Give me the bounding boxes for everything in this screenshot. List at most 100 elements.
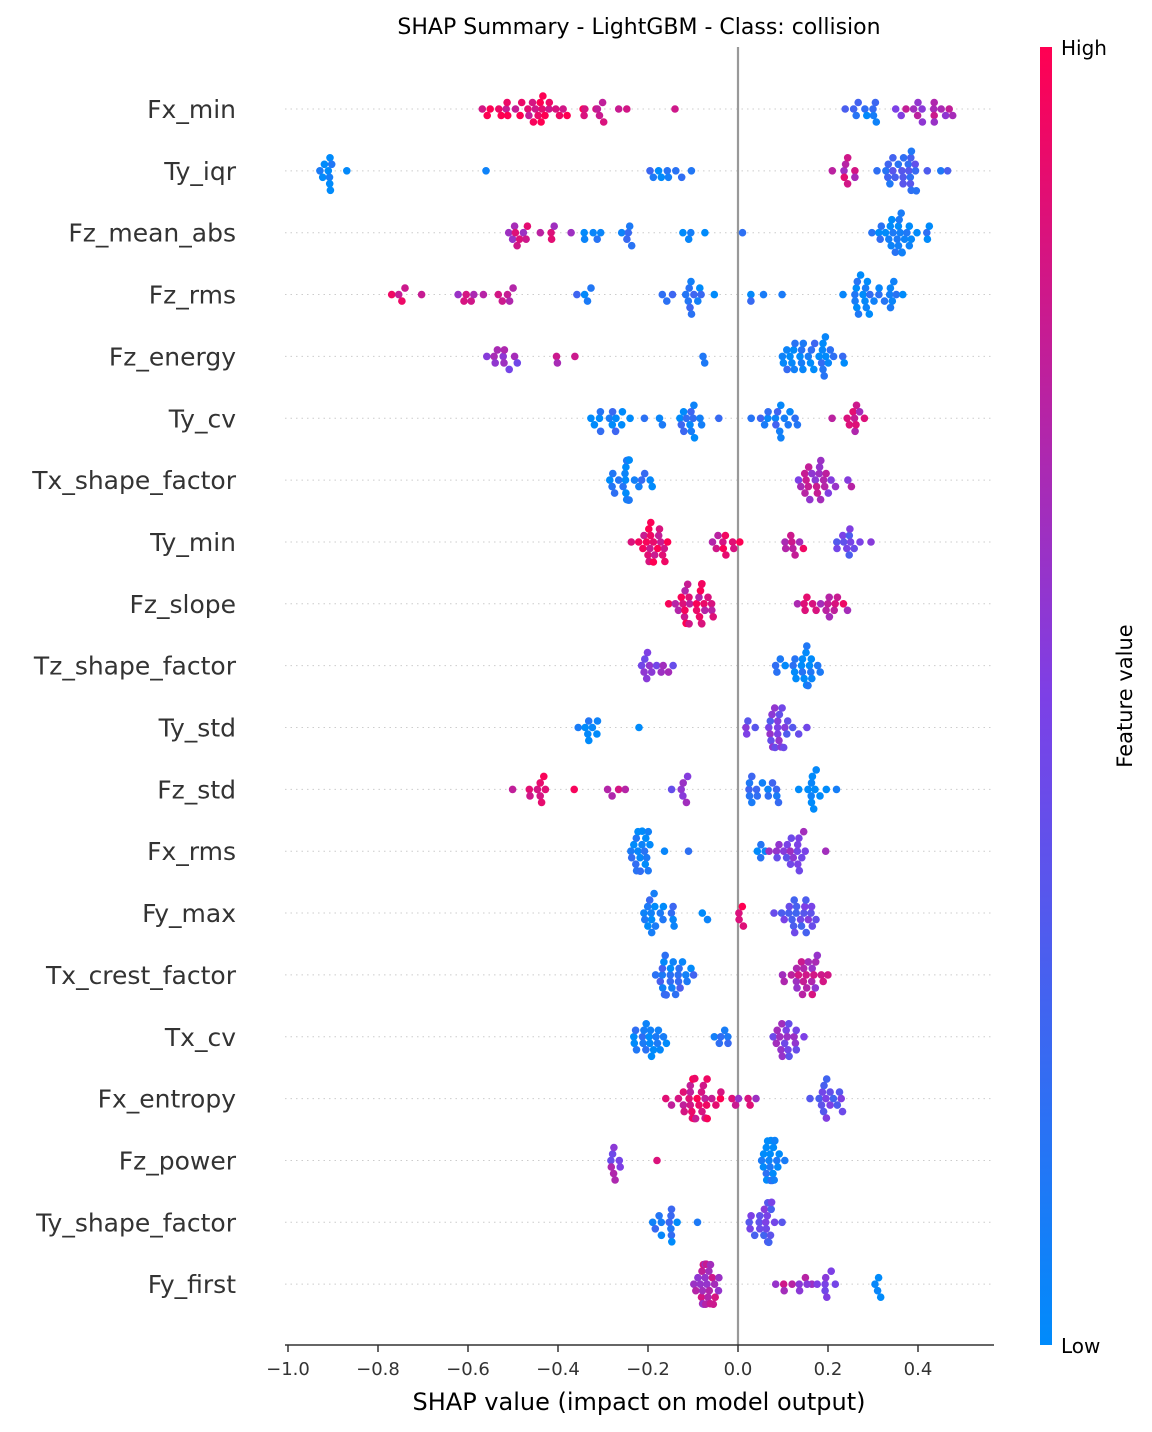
shap-point xyxy=(831,1280,840,1288)
shap-point xyxy=(538,105,546,113)
shap-point xyxy=(821,1280,829,1288)
shap-point xyxy=(783,365,791,374)
shap-point xyxy=(775,840,783,849)
shap-point xyxy=(524,105,532,113)
shap-point xyxy=(651,1225,660,1233)
shap-point xyxy=(612,414,620,423)
shap-point xyxy=(799,964,808,973)
shap-point xyxy=(852,111,860,120)
shap-point xyxy=(796,915,805,924)
shap-point xyxy=(776,1033,784,1041)
shap-point xyxy=(881,228,890,237)
shap-point xyxy=(804,463,813,471)
shap-point xyxy=(646,840,654,849)
shap-point xyxy=(884,173,892,182)
shap-point xyxy=(807,977,816,986)
shap-point xyxy=(765,1238,773,1247)
shap-point xyxy=(898,167,906,175)
shap-point xyxy=(625,496,633,504)
shap-point xyxy=(783,346,791,354)
shap-point xyxy=(324,167,333,175)
shap-point xyxy=(781,538,789,546)
shap-point xyxy=(899,290,907,299)
shap-point xyxy=(682,971,690,979)
shap-point xyxy=(790,668,799,676)
shap-point xyxy=(793,600,802,608)
shap-point xyxy=(869,105,877,113)
shap-point xyxy=(845,551,853,559)
shap-point xyxy=(460,297,468,305)
shap-point xyxy=(537,118,545,126)
shap-point xyxy=(843,606,852,615)
shap-point xyxy=(807,798,816,807)
shap-point xyxy=(593,235,601,243)
shap-point xyxy=(772,421,780,429)
shap-point xyxy=(686,303,694,312)
shap-point xyxy=(697,1293,706,1301)
shap-point xyxy=(851,290,859,299)
shap-point xyxy=(821,1286,829,1295)
shap-point xyxy=(618,408,627,416)
shap-point xyxy=(876,235,884,243)
shap-point xyxy=(777,909,786,917)
shap-point xyxy=(790,896,798,904)
shap-point xyxy=(680,613,689,621)
shap-point xyxy=(797,359,806,367)
shap-point xyxy=(787,531,795,540)
shap-point xyxy=(790,928,799,937)
shap-point xyxy=(847,482,856,491)
shap-point xyxy=(690,1280,698,1288)
shap-point xyxy=(792,977,801,986)
shap-point xyxy=(775,427,784,436)
shap-points xyxy=(316,92,957,1308)
shap-point xyxy=(623,105,631,113)
shap-point xyxy=(804,915,813,924)
shap-point xyxy=(622,489,630,497)
feature-label: Tx_cv xyxy=(164,1023,236,1052)
shap-point xyxy=(810,339,819,348)
shap-point xyxy=(677,785,685,794)
shap-point xyxy=(696,1280,705,1288)
shap-point xyxy=(599,118,608,126)
shap-point xyxy=(706,1260,715,1269)
shap-point xyxy=(657,173,666,182)
shap-point xyxy=(621,785,630,794)
shap-point xyxy=(677,173,686,182)
shap-point xyxy=(802,971,810,979)
shap-point xyxy=(695,1101,703,1109)
shap-point xyxy=(807,668,815,676)
shap-point xyxy=(454,290,462,299)
shap-point xyxy=(859,290,867,299)
shap-point xyxy=(738,228,747,237)
shap-point xyxy=(785,1020,793,1028)
shap-point xyxy=(773,853,781,862)
shap-point xyxy=(585,736,593,745)
shap-point xyxy=(653,544,662,553)
shap-point xyxy=(845,421,854,429)
shap-point xyxy=(641,915,649,924)
shap-point xyxy=(327,160,336,169)
x-tick-label: −0.6 xyxy=(446,1359,490,1380)
shap-point xyxy=(747,1212,755,1220)
shap-point xyxy=(705,1267,713,1275)
shap-point xyxy=(765,723,773,732)
shap-point xyxy=(745,792,754,800)
shap-point xyxy=(567,228,575,237)
shap-point xyxy=(710,290,719,299)
shap-point xyxy=(860,414,869,423)
shap-point xyxy=(656,538,665,546)
shap-point xyxy=(891,248,900,256)
shap-point xyxy=(799,977,808,986)
shap-point xyxy=(701,606,709,615)
shap-point xyxy=(675,964,683,973)
shap-point xyxy=(536,98,544,107)
shap-point xyxy=(635,482,643,491)
x-tick-label: −0.2 xyxy=(626,1359,670,1380)
shap-point xyxy=(590,421,599,429)
shap-point xyxy=(799,827,808,836)
shap-point xyxy=(630,840,638,849)
shap-point xyxy=(866,290,874,299)
shap-point xyxy=(851,297,859,305)
shap-point xyxy=(698,580,706,588)
